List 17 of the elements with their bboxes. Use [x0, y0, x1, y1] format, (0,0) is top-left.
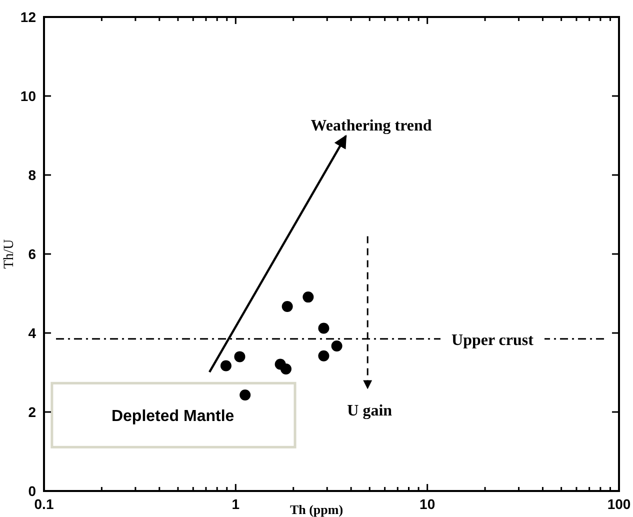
annotation: Weathering trend — [310, 117, 432, 134]
y-tick-label: 4 — [28, 324, 36, 341]
annotation: U gain — [347, 402, 392, 420]
y-tick-label: 6 — [28, 246, 36, 262]
annotation: Depleted Mantle — [111, 408, 234, 425]
y-tick-label: 0 — [28, 482, 36, 499]
x-tick-label: 1 — [232, 496, 240, 512]
x-axis-title: Th (ppm) — [290, 502, 344, 517]
y-tick-label: 10 — [20, 88, 36, 104]
ref-line-label: Upper crust — [452, 332, 534, 349]
y-tick-label: 12 — [20, 8, 36, 25]
x-tick-label: 0.1 — [34, 496, 54, 512]
y-tick-label: 8 — [28, 166, 36, 183]
y-axis-title: Th/U — [2, 239, 17, 269]
x-tick-label: 100 — [607, 496, 631, 512]
y-tick-label: 2 — [28, 404, 36, 420]
x-tick-label: 10 — [420, 496, 436, 512]
